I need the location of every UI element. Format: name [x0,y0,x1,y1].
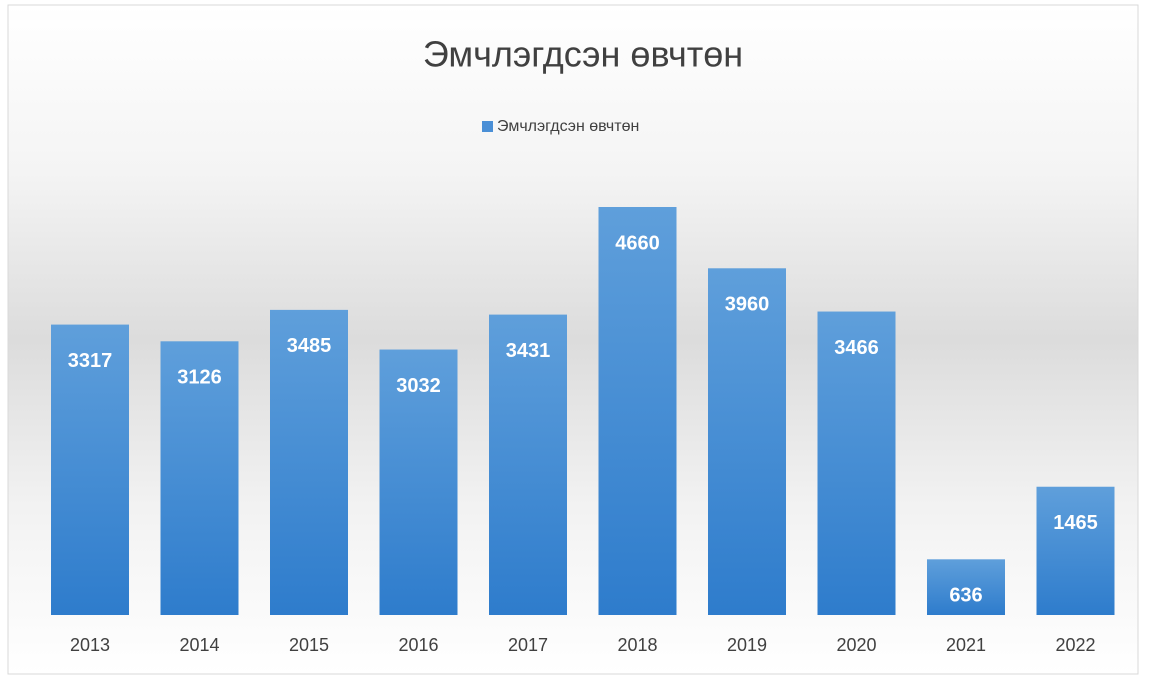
bar [489,314,567,615]
data-label: 3431 [506,340,551,362]
data-label: 3126 [177,367,222,389]
x-tick-label: 2019 [727,635,767,655]
legend-swatch [482,121,493,132]
bar [51,324,129,615]
data-label: 3960 [725,294,770,316]
data-label: 3466 [834,337,879,359]
x-tick-label: 2022 [1055,635,1095,655]
bar [598,207,677,615]
legend-label: Эмчлэгдсэн өвчтөн [497,118,639,135]
bar [270,309,348,615]
bar [708,268,786,615]
data-label: 1465 [1053,512,1098,534]
data-label: 3485 [287,335,332,357]
bar [817,311,896,615]
x-tick-label: 2020 [836,635,876,655]
x-tick-label: 2017 [508,635,548,655]
x-tick-label: 2018 [617,635,657,655]
x-tick-label: 2014 [179,635,219,655]
x-tick-label: 2015 [289,635,329,655]
chart-title: Эмчлэгдсэн өвчтөн [423,34,743,75]
data-label: 3032 [396,375,441,397]
data-label: 636 [949,585,982,607]
x-tick-label: 2013 [70,635,110,655]
x-tick-label: 2016 [398,635,438,655]
x-tick-label: 2021 [946,635,986,655]
bar [927,559,1005,615]
data-label: 4660 [615,232,660,254]
data-label: 3317 [68,350,113,372]
bar [1036,486,1115,615]
bar [160,341,239,615]
bar [379,349,458,615]
